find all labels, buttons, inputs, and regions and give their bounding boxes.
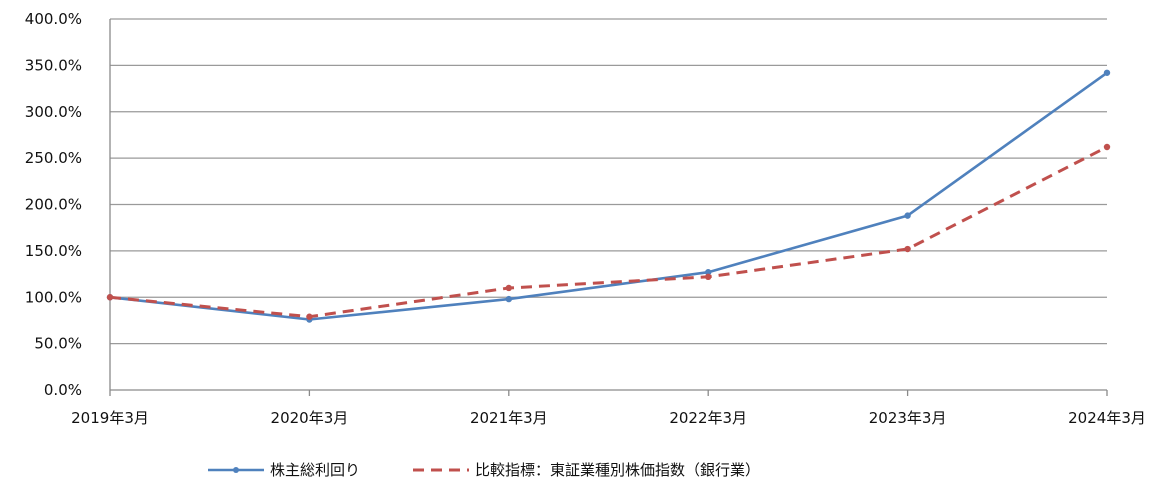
data-point [1103, 69, 1111, 76]
x-tick-label: 2021年3月 [470, 409, 548, 427]
x-tick-label: 2019年3月 [71, 409, 149, 427]
y-axis-tick-labels: 0.0% 50.0% 100.0% 150.0% 200.0% 250.0% 300.0% 3… [25, 10, 82, 399]
legend-marker [233, 467, 239, 473]
data-point [904, 245, 911, 253]
axes [109, 19, 1108, 396]
gridlines [110, 18, 1107, 345]
y-tick-label: 0.0% [44, 381, 82, 399]
series-lines [106, 69, 1111, 323]
y-tick-label: 50.0% [34, 335, 82, 353]
legend-label-1: 株主総利回り [270, 461, 360, 479]
data-point [705, 273, 712, 281]
data-point [505, 284, 512, 292]
y-tick-label: 100.0% [25, 288, 82, 306]
legend: 株主総利回り 比較指標：東証業種別株価指数（銀行業） [208, 461, 760, 479]
y-tick-label: 200.0% [25, 196, 82, 214]
series-line-1 [109, 71, 1108, 321]
y-tick-label: 300.0% [25, 103, 82, 121]
x-axis-tick-labels: 2019年3月 2020年3月 2021年3月 2022年3月 2023年3月 2024年… [71, 409, 1146, 427]
data-point [306, 313, 313, 320]
data-point [505, 295, 512, 303]
y-tick-label: 250.0% [25, 149, 82, 167]
x-tick-label: 2022年3月 [669, 409, 747, 427]
series-line-2 [109, 145, 1108, 319]
y-tick-label: 350.0% [25, 56, 82, 74]
y-tick-label: 400.0% [25, 10, 82, 28]
y-tick-label: 150.0% [25, 242, 82, 260]
data-point [705, 269, 712, 276]
x-tick-label: 2020年3月 [271, 409, 349, 427]
x-tick-label: 2023年3月 [869, 409, 947, 427]
data-point [1103, 143, 1111, 151]
data-point [106, 294, 114, 301]
x-tick-label: 2024年3月 [1068, 409, 1146, 427]
data-point [904, 212, 911, 219]
legend-label-2: 比較指標：東証業種別株価指数（銀行業） [475, 461, 760, 479]
